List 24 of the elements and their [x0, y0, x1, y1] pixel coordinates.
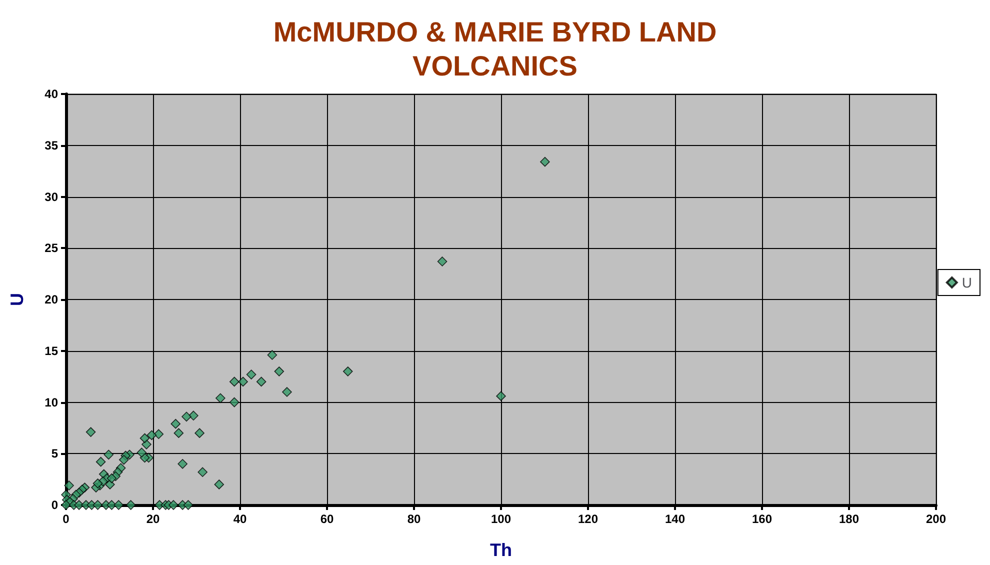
x-tick-label: 20: [146, 512, 160, 526]
x-tick-label: 0: [62, 512, 70, 526]
x-tick-label: 40: [233, 512, 247, 526]
y-axis-title: U: [7, 293, 27, 306]
x-tick-label: 60: [320, 512, 334, 526]
legend-label: U: [962, 274, 972, 290]
x-tick-label: 160: [752, 512, 772, 526]
x-tick-label: 100: [490, 512, 512, 526]
x-tick-label: 200: [926, 512, 946, 526]
y-tick-label: 35: [44, 138, 58, 152]
y-tick-label: 30: [44, 190, 58, 204]
y-tick-label: 40: [44, 87, 58, 101]
y-tick-label: 10: [44, 395, 58, 410]
x-tick-label: 140: [664, 512, 686, 526]
y-tick-label: 25: [44, 241, 58, 256]
x-tick-label: 120: [578, 512, 598, 526]
x-tick-label: 180: [838, 512, 860, 526]
x-tick-label: 80: [407, 512, 421, 526]
y-tick-label: 0: [51, 498, 58, 512]
y-tick-label: 20: [44, 292, 58, 306]
x-axis-title: Th: [490, 540, 512, 560]
chart-title: McMURDO & MARIE BYRD LAND VOLCANICS: [273, 16, 717, 82]
y-tick-label: 15: [44, 344, 58, 358]
y-tick-label: 5: [51, 446, 58, 461]
